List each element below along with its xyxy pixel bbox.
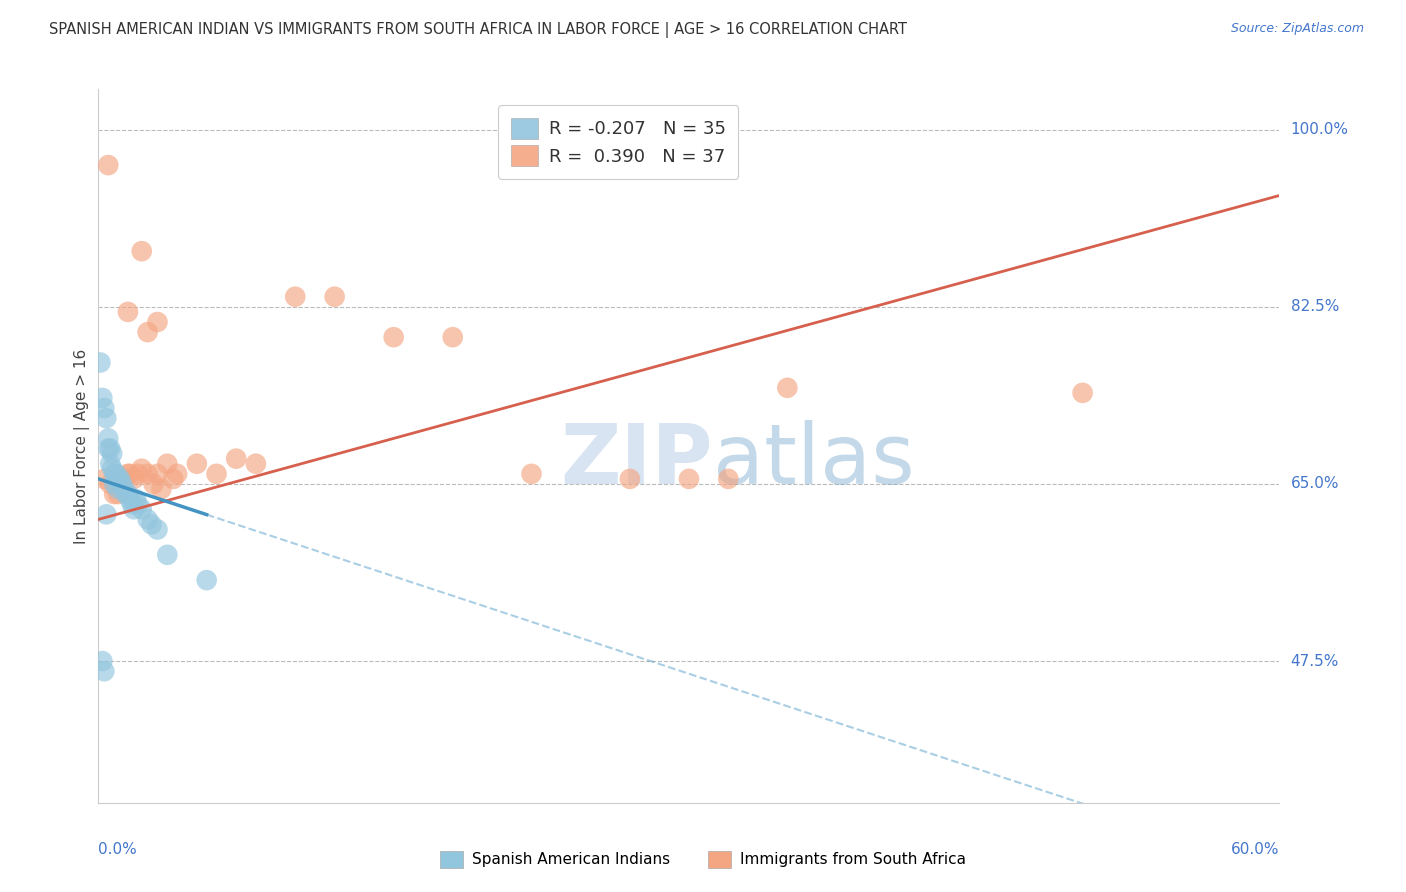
Point <box>156 457 179 471</box>
Point <box>141 517 163 532</box>
Point <box>89 355 111 369</box>
Point <box>105 467 128 481</box>
Point <box>121 497 143 511</box>
Text: atlas: atlas <box>713 420 914 500</box>
Point <box>186 457 208 471</box>
Point <box>146 467 169 481</box>
Text: 82.5%: 82.5% <box>1291 300 1339 314</box>
Point <box>112 472 135 486</box>
Y-axis label: In Labor Force | Age > 16: In Labor Force | Age > 16 <box>75 349 90 543</box>
Point <box>162 472 184 486</box>
Point <box>91 654 114 668</box>
Text: 100.0%: 100.0% <box>1291 122 1348 137</box>
Point <box>150 482 173 496</box>
Point <box>131 462 153 476</box>
Point <box>108 472 131 486</box>
Point <box>98 457 121 471</box>
Point <box>107 472 129 486</box>
Text: SPANISH AMERICAN INDIAN VS IMMIGRANTS FROM SOUTH AFRICA IN LABOR FORCE | AGE > 1: SPANISH AMERICAN INDIAN VS IMMIGRANTS FR… <box>49 22 907 38</box>
Point <box>97 158 120 172</box>
Point <box>1071 385 1094 400</box>
Point <box>127 467 149 481</box>
Point <box>117 487 139 501</box>
Legend: R = -0.207   N = 35, R =  0.390   N = 37: R = -0.207 N = 35, R = 0.390 N = 37 <box>498 105 738 178</box>
Point <box>103 467 125 481</box>
Point <box>98 477 121 491</box>
Point <box>245 457 267 471</box>
Point <box>107 482 129 496</box>
Point <box>136 467 159 481</box>
Point <box>142 477 165 491</box>
Point <box>91 391 114 405</box>
Point <box>520 467 543 481</box>
Point <box>131 244 153 259</box>
Point <box>619 472 641 486</box>
Text: 0.0%: 0.0% <box>98 842 138 856</box>
Point <box>97 431 120 445</box>
Point <box>146 315 169 329</box>
Point <box>93 472 115 486</box>
Point <box>93 401 115 415</box>
Point <box>678 472 700 486</box>
Point <box>117 467 139 481</box>
Point <box>105 472 128 486</box>
Point <box>127 497 149 511</box>
Point <box>776 381 799 395</box>
Point <box>382 330 405 344</box>
Point <box>96 411 118 425</box>
Text: ZIP: ZIP <box>560 420 713 500</box>
Point <box>323 290 346 304</box>
Point <box>125 492 148 507</box>
Point <box>93 664 115 678</box>
Point <box>117 305 139 319</box>
Point <box>97 442 120 456</box>
Point <box>136 325 159 339</box>
Point <box>96 508 118 522</box>
Point <box>136 512 159 526</box>
Text: 47.5%: 47.5% <box>1291 654 1339 669</box>
Point <box>98 442 121 456</box>
Text: Source: ZipAtlas.com: Source: ZipAtlas.com <box>1230 22 1364 36</box>
Point <box>112 482 135 496</box>
Point <box>107 487 129 501</box>
Point <box>166 467 188 481</box>
Point <box>101 447 124 461</box>
Point <box>146 523 169 537</box>
Legend: Spanish American Indians, Immigrants from South Africa: Spanish American Indians, Immigrants fro… <box>433 845 973 873</box>
Point <box>111 477 134 491</box>
Point <box>717 472 740 486</box>
Point <box>195 573 218 587</box>
Point <box>115 487 138 501</box>
Point <box>118 492 141 507</box>
Point <box>284 290 307 304</box>
Point <box>101 462 124 476</box>
Point <box>131 502 153 516</box>
Point <box>103 487 125 501</box>
Point <box>225 451 247 466</box>
Point <box>118 467 141 481</box>
Text: 60.0%: 60.0% <box>1232 842 1279 856</box>
Point <box>156 548 179 562</box>
Point <box>111 477 134 491</box>
Point <box>103 477 125 491</box>
Point <box>122 502 145 516</box>
Point <box>441 330 464 344</box>
Text: 65.0%: 65.0% <box>1291 476 1339 491</box>
Point <box>122 472 145 486</box>
Point <box>205 467 228 481</box>
